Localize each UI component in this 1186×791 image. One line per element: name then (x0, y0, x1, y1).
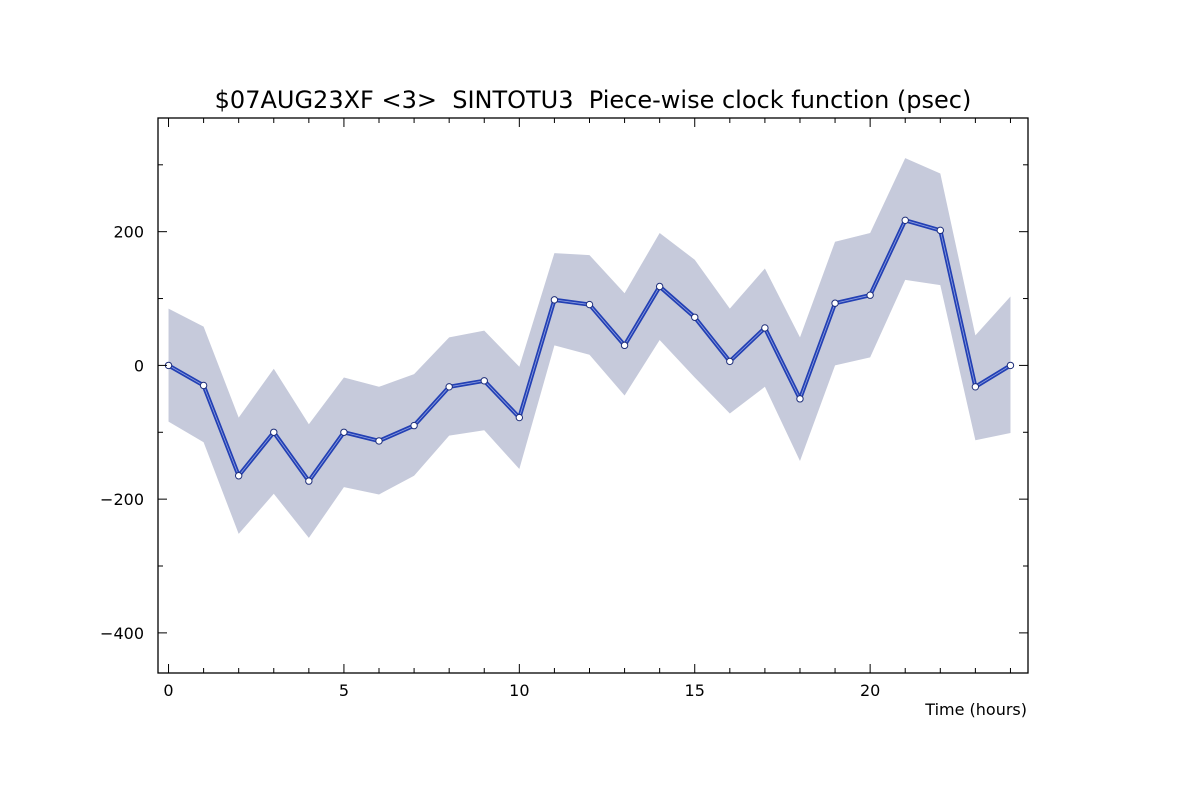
y-tick-label: 0 (134, 356, 144, 375)
data-point (971, 383, 980, 391)
data-point (691, 313, 699, 321)
uncertainty-band-layer (168, 158, 1011, 538)
data-point (305, 477, 313, 485)
data-point (234, 472, 243, 480)
axis-ticks (158, 118, 1028, 673)
data-point (831, 299, 839, 307)
y-tick-label: 200 (113, 223, 144, 242)
y-tick-label: −200 (100, 490, 144, 509)
data-point (445, 383, 453, 391)
tick-labels: 0 5 10 15 20 −400 −200 0 200 (100, 223, 880, 700)
data-point (761, 324, 769, 332)
data-point (620, 341, 629, 350)
data-point (270, 428, 278, 436)
data-point (375, 437, 383, 445)
data-point (199, 381, 208, 390)
data-point (1006, 361, 1015, 370)
x-tick-label: 10 (509, 681, 529, 700)
chart-title: $07AUG23XF <3> SINTOTU3 Piece-wise clock… (215, 86, 972, 114)
data-point (410, 421, 418, 430)
data-point (655, 282, 664, 291)
data-point (550, 296, 559, 304)
y-tick-label: −400 (100, 624, 144, 643)
x-tick-label: 0 (163, 681, 173, 700)
data-point (726, 357, 734, 366)
x-tick-label: 20 (860, 681, 880, 700)
data-point (796, 395, 804, 403)
x-axis-label: Time (hours) (924, 700, 1027, 719)
data-point-layer (164, 216, 1015, 485)
plot-frame (157, 117, 1029, 674)
uncertainty-band (168, 158, 1011, 538)
data-point (480, 377, 488, 385)
data-point (901, 216, 909, 225)
x-tick-label: 15 (685, 681, 705, 700)
data-point (936, 226, 944, 235)
data-point (340, 428, 348, 436)
data-point (585, 300, 594, 309)
data-point (866, 291, 874, 299)
data-point (515, 413, 524, 422)
x-tick-label: 5 (339, 681, 349, 700)
